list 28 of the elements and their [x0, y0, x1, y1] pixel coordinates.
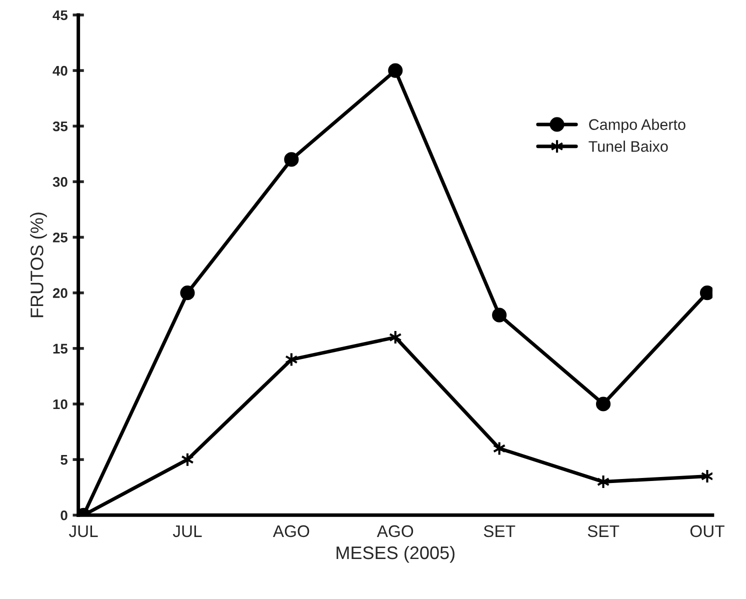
y-tick-label: 35 — [52, 121, 68, 132]
y-tick-label: 30 — [52, 177, 68, 187]
legend-label: Campo Aberto — [589, 118, 686, 133]
x-tick-label: AGO — [376, 525, 414, 538]
y-tick-label: 25 — [52, 232, 68, 242]
point — [388, 63, 403, 78]
x-tick-label: JUL — [172, 525, 202, 538]
x-tick-label: JUL — [68, 525, 98, 538]
x-tick-label: AGO — [272, 525, 310, 538]
y-tick-label: 40 — [52, 66, 68, 76]
y-tick-label: 15 — [53, 344, 68, 354]
legend-label: Tunel Baixo — [588, 140, 668, 152]
y-axis-title: FRUTOS (%) — [30, 212, 47, 318]
y-tick-label: 0 — [60, 510, 68, 520]
point — [596, 474, 610, 490]
point — [700, 468, 712, 484]
x-axis-title: MESES (2005) — [336, 546, 454, 563]
point — [284, 152, 299, 167]
point — [492, 308, 507, 322]
y-tick-label: 45 — [52, 10, 68, 20]
y-tick-label: 10 — [53, 399, 68, 410]
y-tick-label: 20 — [52, 288, 68, 298]
x-tick-label: OUT — [690, 525, 724, 538]
y-tick-label: 5 — [60, 455, 68, 465]
x-tick-label: SET — [588, 525, 620, 538]
x-tick-label: SET — [484, 525, 516, 538]
point — [180, 286, 195, 300]
point — [596, 396, 611, 412]
